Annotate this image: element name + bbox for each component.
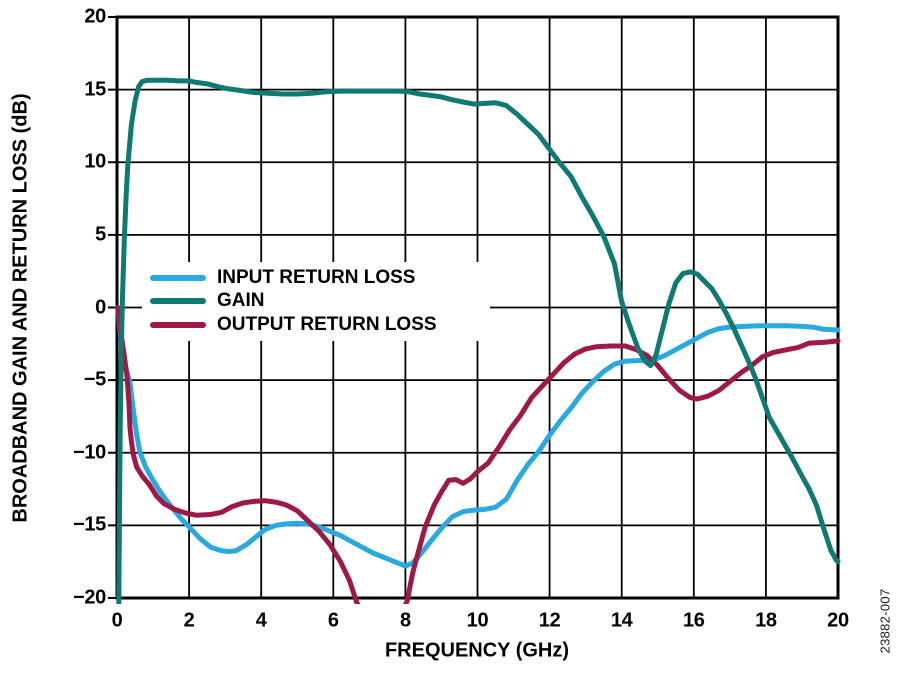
legend-item-output-return-loss: OUTPUT RETURN LOSS <box>150 313 490 337</box>
y-tick-label: 15 <box>84 78 106 101</box>
legend-line-swatch-output-return-loss <box>150 321 206 328</box>
series-line-output-return-loss <box>115 305 841 604</box>
x-tick-label: 14 <box>610 609 633 632</box>
legend-line-swatch-gain <box>150 298 206 305</box>
y-axis-title: BROADBAND GAIN AND RETURN LOSS (dB) <box>9 93 32 523</box>
legend: INPUT RETURN LOSS GAIN OUTPUT RETURN LOS… <box>142 262 490 341</box>
series-line-input-return-loss <box>115 305 841 569</box>
y-tick-label: 10 <box>84 150 106 173</box>
x-tick-label: 18 <box>755 609 777 632</box>
figure-number: 23882-007 <box>877 588 893 654</box>
legend-item-input-return-loss: INPUT RETURN LOSS <box>150 266 490 290</box>
x-tick-label: 4 <box>255 609 267 632</box>
x-tick-label: 6 <box>327 609 339 632</box>
legend-label: OUTPUT RETURN LOSS <box>217 313 437 335</box>
y-tick-label: 5 <box>95 223 106 246</box>
y-tick-label: 0 <box>95 296 106 318</box>
y-tick-label: −20 <box>72 586 106 609</box>
x-axis-title: FREQUENCY (GHz) <box>384 639 570 662</box>
x-tick-label: 10 <box>466 609 489 632</box>
series-line-gain <box>116 77 841 604</box>
legend-line-swatch-input-return-loss <box>150 274 206 281</box>
y-tick-label: −5 <box>83 368 107 391</box>
x-tick-label: 12 <box>538 609 561 632</box>
x-tick-label: 16 <box>682 609 705 632</box>
legend-item-gain: GAIN <box>150 290 490 314</box>
x-tick-label: 0 <box>111 609 123 632</box>
y-tick-label: −10 <box>72 441 106 464</box>
x-tick-label: 8 <box>399 609 411 632</box>
x-tick-label: 2 <box>183 609 195 632</box>
legend-label: GAIN <box>217 290 265 312</box>
y-tick-label: −15 <box>72 513 106 536</box>
legend-label: INPUT RETURN LOSS <box>217 266 416 288</box>
y-tick-label: 20 <box>84 5 106 28</box>
x-tick-label: 20 <box>827 609 849 632</box>
